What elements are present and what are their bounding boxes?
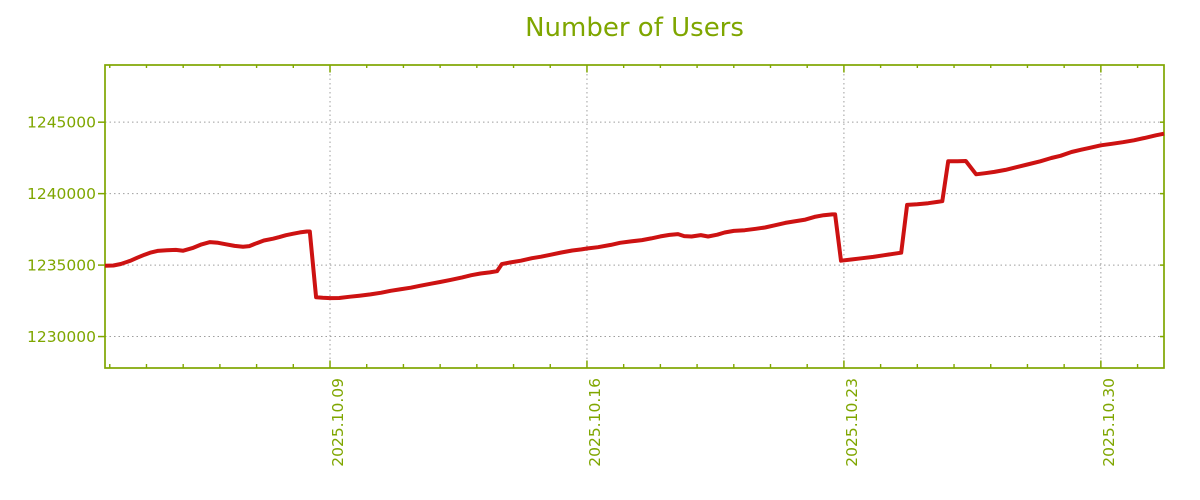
- plot-border: [104, 64, 1165, 369]
- chart-title: Number of Users: [525, 13, 744, 43]
- y-tick-label: 1240000: [27, 185, 96, 203]
- y-tick-label: 1245000: [27, 114, 96, 132]
- x-tick-label: 2025.10.30: [1100, 378, 1118, 467]
- x-tick-label: 2025.10.09: [329, 378, 347, 467]
- x-tick-label: 2025.10.23: [843, 378, 861, 467]
- y-tick-label: 1230000: [27, 328, 96, 346]
- data-series-line: [104, 131, 1165, 301]
- y-tick-label: 1235000: [27, 257, 96, 275]
- x-tick-label: 2025.10.16: [586, 378, 604, 467]
